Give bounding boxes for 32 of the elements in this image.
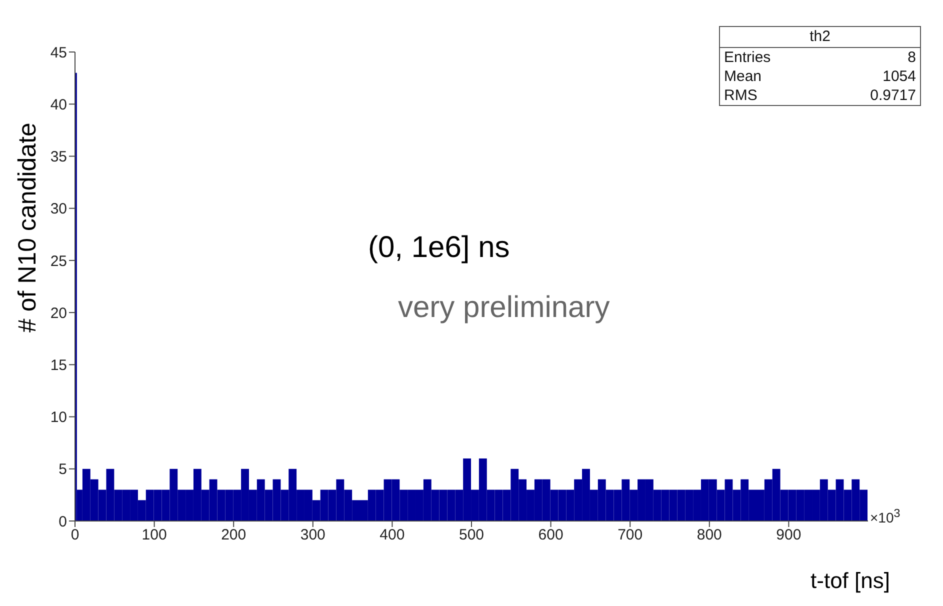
x-tick-label: 600 bbox=[538, 526, 564, 544]
x-tick-label: 900 bbox=[776, 526, 802, 544]
annotation: (0, 1e6] ns bbox=[368, 231, 510, 265]
text: 8 bbox=[908, 48, 916, 67]
x-tick-label: 300 bbox=[300, 526, 326, 544]
y-tick-label: 40 bbox=[50, 96, 67, 114]
x-tick-label: 800 bbox=[696, 526, 722, 544]
text: ×10$^{3}$ bbox=[870, 507, 900, 526]
y-tick-label: 35 bbox=[50, 148, 67, 166]
text: th2 bbox=[720, 27, 920, 48]
x-tick-label: 100 bbox=[142, 526, 167, 544]
y-tick-label: 10 bbox=[50, 409, 67, 426]
annotation: very preliminary bbox=[398, 291, 610, 325]
y-tick-label: 5 bbox=[58, 461, 67, 478]
y-tick-label: 45 bbox=[50, 44, 67, 62]
x-tick-label: 0 bbox=[70, 526, 80, 544]
y-tick-label: 20 bbox=[50, 304, 67, 322]
annotation: Entries bbox=[724, 48, 771, 67]
y-tick-label: 25 bbox=[50, 252, 67, 270]
y-tick-label: 0 bbox=[58, 513, 67, 530]
y-tick-label: 15 bbox=[50, 356, 67, 374]
annotation: Mean bbox=[724, 67, 762, 86]
x-tick-label: 400 bbox=[380, 526, 405, 544]
x-tick-label: 500 bbox=[458, 526, 484, 544]
text: 0.9717 bbox=[870, 86, 916, 105]
x-axis-title: t-tof [ns] bbox=[810, 568, 890, 594]
x-tick-label: 700 bbox=[618, 526, 643, 544]
x-tick-label: 200 bbox=[221, 526, 246, 544]
y-axis-title: # of N10 candidate bbox=[14, 122, 42, 332]
text: 1054 bbox=[882, 67, 916, 86]
annotation: RMS bbox=[724, 86, 758, 105]
y-tick-label: 30 bbox=[50, 200, 67, 218]
